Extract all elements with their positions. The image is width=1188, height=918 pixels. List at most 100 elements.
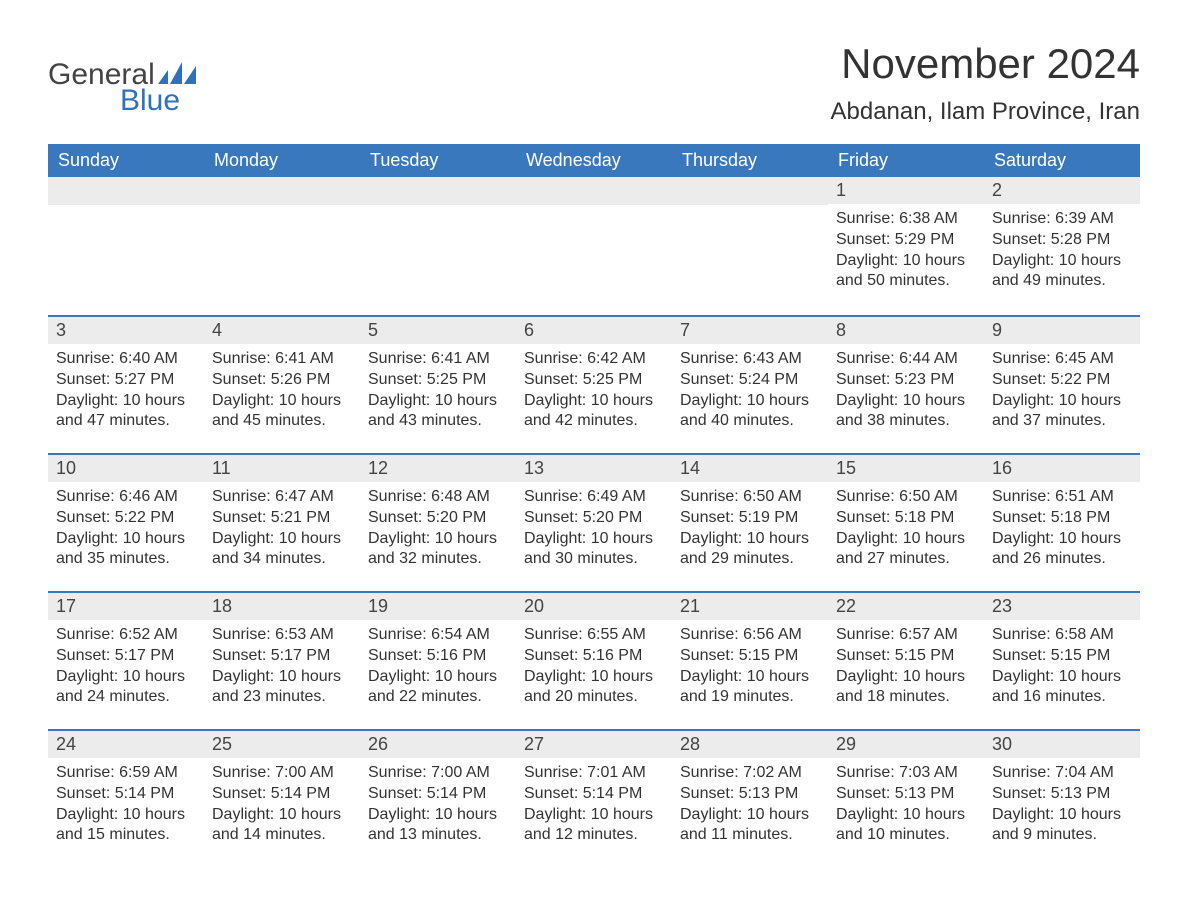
day-details: Sunrise: 6:55 AMSunset: 5:16 PMDaylight:… [516, 620, 672, 714]
day-cell: 11Sunrise: 6:47 AMSunset: 5:21 PMDayligh… [204, 453, 360, 591]
logo: General Blue [48, 40, 196, 118]
sunset-text: Sunset: 5:15 PM [836, 646, 976, 667]
sunset-text: Sunset: 5:25 PM [524, 370, 664, 391]
day-number: 13 [516, 453, 672, 482]
day-details: Sunrise: 6:50 AMSunset: 5:19 PMDaylight:… [672, 482, 828, 576]
day-number: 14 [672, 453, 828, 482]
day-number: 10 [48, 453, 204, 482]
month-title: November 2024 [830, 40, 1140, 88]
sunrise-text: Sunrise: 6:53 AM [212, 625, 352, 646]
day-number: 17 [48, 591, 204, 620]
day-cell: 15Sunrise: 6:50 AMSunset: 5:18 PMDayligh… [828, 453, 984, 591]
daylight-text: Daylight: 10 hours [368, 391, 508, 412]
day-details: Sunrise: 7:03 AMSunset: 5:13 PMDaylight:… [828, 758, 984, 852]
sunset-text: Sunset: 5:20 PM [524, 508, 664, 529]
col-friday: Friday [828, 144, 984, 177]
sunrise-text: Sunrise: 6:56 AM [680, 625, 820, 646]
day-number: 29 [828, 729, 984, 758]
daylight-text: and 15 minutes. [56, 825, 196, 846]
col-wednesday: Wednesday [516, 144, 672, 177]
day-cell: 14Sunrise: 6:50 AMSunset: 5:19 PMDayligh… [672, 453, 828, 591]
sunset-text: Sunset: 5:18 PM [836, 508, 976, 529]
calendar-body: 1Sunrise: 6:38 AMSunset: 5:29 PMDaylight… [48, 177, 1140, 867]
sunset-text: Sunset: 5:14 PM [368, 784, 508, 805]
daylight-text: Daylight: 10 hours [992, 251, 1132, 272]
calendar-table: Sunday Monday Tuesday Wednesday Thursday… [48, 144, 1140, 867]
daylight-text: and 35 minutes. [56, 549, 196, 570]
day-cell: 26Sunrise: 7:00 AMSunset: 5:14 PMDayligh… [360, 729, 516, 867]
sunset-text: Sunset: 5:25 PM [368, 370, 508, 391]
day-details: Sunrise: 6:45 AMSunset: 5:22 PMDaylight:… [984, 344, 1140, 438]
daylight-text: Daylight: 10 hours [524, 805, 664, 826]
daylight-text: and 45 minutes. [212, 411, 352, 432]
empty-day [360, 177, 516, 205]
daylight-text: Daylight: 10 hours [56, 529, 196, 550]
day-number: 2 [984, 177, 1140, 204]
day-cell: 9Sunrise: 6:45 AMSunset: 5:22 PMDaylight… [984, 315, 1140, 453]
daylight-text: and 30 minutes. [524, 549, 664, 570]
day-cell: 10Sunrise: 6:46 AMSunset: 5:22 PMDayligh… [48, 453, 204, 591]
logo-chart-icon [158, 62, 196, 84]
day-number: 8 [828, 315, 984, 344]
day-number: 9 [984, 315, 1140, 344]
col-saturday: Saturday [984, 144, 1140, 177]
sunset-text: Sunset: 5:18 PM [992, 508, 1132, 529]
empty-day [672, 177, 828, 205]
daylight-text: Daylight: 10 hours [524, 667, 664, 688]
sunset-text: Sunset: 5:20 PM [368, 508, 508, 529]
day-cell: 12Sunrise: 6:48 AMSunset: 5:20 PMDayligh… [360, 453, 516, 591]
sunset-text: Sunset: 5:27 PM [56, 370, 196, 391]
sunset-text: Sunset: 5:28 PM [992, 230, 1132, 251]
day-cell [204, 177, 360, 315]
day-number: 23 [984, 591, 1140, 620]
daylight-text: and 38 minutes. [836, 411, 976, 432]
sunrise-text: Sunrise: 6:40 AM [56, 349, 196, 370]
day-details: Sunrise: 6:53 AMSunset: 5:17 PMDaylight:… [204, 620, 360, 714]
day-details: Sunrise: 6:56 AMSunset: 5:15 PMDaylight:… [672, 620, 828, 714]
sunset-text: Sunset: 5:29 PM [836, 230, 976, 251]
day-cell: 20Sunrise: 6:55 AMSunset: 5:16 PMDayligh… [516, 591, 672, 729]
day-details: Sunrise: 7:01 AMSunset: 5:14 PMDaylight:… [516, 758, 672, 852]
day-cell: 30Sunrise: 7:04 AMSunset: 5:13 PMDayligh… [984, 729, 1140, 867]
sunset-text: Sunset: 5:14 PM [212, 784, 352, 805]
daylight-text: and 14 minutes. [212, 825, 352, 846]
sunrise-text: Sunrise: 6:59 AM [56, 763, 196, 784]
day-details: Sunrise: 6:39 AMSunset: 5:28 PMDaylight:… [984, 204, 1140, 298]
day-cell: 23Sunrise: 6:58 AMSunset: 5:15 PMDayligh… [984, 591, 1140, 729]
day-number: 30 [984, 729, 1140, 758]
day-details: Sunrise: 6:49 AMSunset: 5:20 PMDaylight:… [516, 482, 672, 576]
sunset-text: Sunset: 5:13 PM [680, 784, 820, 805]
col-monday: Monday [204, 144, 360, 177]
day-cell: 1Sunrise: 6:38 AMSunset: 5:29 PMDaylight… [828, 177, 984, 315]
day-details: Sunrise: 7:00 AMSunset: 5:14 PMDaylight:… [360, 758, 516, 852]
empty-day [516, 177, 672, 205]
day-cell: 24Sunrise: 6:59 AMSunset: 5:14 PMDayligh… [48, 729, 204, 867]
title-block: November 2024 Abdanan, Ilam Province, Ir… [830, 40, 1140, 126]
daylight-text: and 24 minutes. [56, 687, 196, 708]
day-number: 18 [204, 591, 360, 620]
day-number: 28 [672, 729, 828, 758]
daylight-text: and 49 minutes. [992, 271, 1132, 292]
day-details: Sunrise: 6:48 AMSunset: 5:20 PMDaylight:… [360, 482, 516, 576]
day-number: 12 [360, 453, 516, 482]
day-number: 22 [828, 591, 984, 620]
daylight-text: and 10 minutes. [836, 825, 976, 846]
daylight-text: and 11 minutes. [680, 825, 820, 846]
col-thursday: Thursday [672, 144, 828, 177]
daylight-text: Daylight: 10 hours [680, 805, 820, 826]
sunset-text: Sunset: 5:26 PM [212, 370, 352, 391]
day-details: Sunrise: 7:00 AMSunset: 5:14 PMDaylight:… [204, 758, 360, 852]
sunset-text: Sunset: 5:13 PM [992, 784, 1132, 805]
day-details: Sunrise: 7:04 AMSunset: 5:13 PMDaylight:… [984, 758, 1140, 852]
day-cell: 16Sunrise: 6:51 AMSunset: 5:18 PMDayligh… [984, 453, 1140, 591]
daylight-text: and 32 minutes. [368, 549, 508, 570]
day-cell: 18Sunrise: 6:53 AMSunset: 5:17 PMDayligh… [204, 591, 360, 729]
daylight-text: and 47 minutes. [56, 411, 196, 432]
daylight-text: Daylight: 10 hours [212, 391, 352, 412]
daylight-text: Daylight: 10 hours [992, 667, 1132, 688]
day-details: Sunrise: 6:44 AMSunset: 5:23 PMDaylight:… [828, 344, 984, 438]
daylight-text: Daylight: 10 hours [992, 529, 1132, 550]
day-cell: 7Sunrise: 6:43 AMSunset: 5:24 PMDaylight… [672, 315, 828, 453]
day-number: 27 [516, 729, 672, 758]
daylight-text: and 34 minutes. [212, 549, 352, 570]
